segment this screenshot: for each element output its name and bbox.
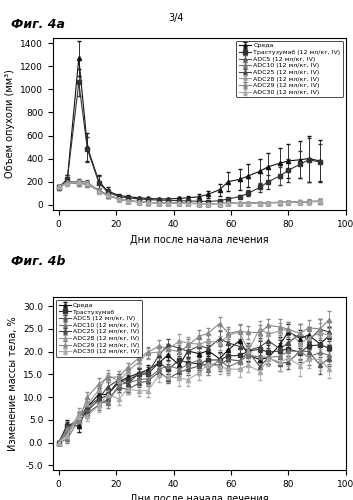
X-axis label: Дни после начала лечения: Дни после начала лечения: [130, 494, 269, 500]
Text: Фиг. 4b: Фиг. 4b: [11, 255, 65, 268]
X-axis label: Дни после начала лечения: Дни после начала лечения: [130, 235, 269, 245]
Legend: Среда, Трастузумаб, ADC5 (12 мл/кг, IV), ADC10 (12 мл/кг, IV), ADC25 (12 мл/кг, : Среда, Трастузумаб, ADC5 (12 мл/кг, IV),…: [56, 300, 142, 357]
Legend: Среда, Трастузумаб (12 мл/кг, IV), ADC5 (12 мл/кг, IV), ADC10 (12 мл/кг, IV), AD: Среда, Трастузумаб (12 мл/кг, IV), ADC5 …: [236, 40, 343, 98]
Text: 3/4: 3/4: [169, 12, 184, 22]
Y-axis label: Объем опухоли (мм³): Объем опухоли (мм³): [5, 70, 15, 178]
Text: Фиг. 4a: Фиг. 4a: [11, 18, 65, 30]
Y-axis label: Изменение массы тела, %: Изменение массы тела, %: [7, 316, 18, 451]
